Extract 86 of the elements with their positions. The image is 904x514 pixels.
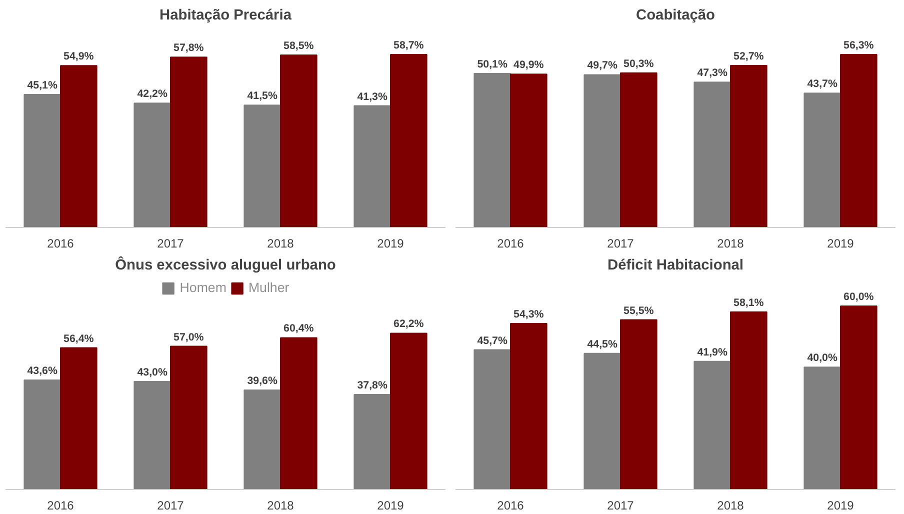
data-label: 54,3% (514, 308, 544, 320)
data-label: 58,5% (284, 40, 314, 52)
bar (620, 72, 658, 228)
bar (694, 360, 731, 490)
bar (730, 311, 768, 490)
x-tick-label: 2017 (157, 498, 184, 512)
x-tick-label: 2018 (717, 236, 744, 250)
x-tick-label: 2016 (47, 498, 74, 512)
x-tick-label: 2016 (497, 498, 524, 512)
data-label: 54,9% (64, 50, 94, 63)
bar (170, 56, 208, 228)
data-label: 45,1% (27, 80, 58, 92)
bar (280, 337, 318, 490)
data-label: 55,5% (624, 304, 654, 317)
data-label: 62,2% (394, 318, 424, 330)
data-label: 43,0% (137, 366, 168, 378)
x-tick-label: 2017 (607, 498, 634, 512)
bar (354, 105, 391, 228)
bar (510, 74, 548, 228)
data-label: 47,3% (697, 67, 728, 80)
x-tick-label: 2017 (157, 236, 184, 250)
x-tick-label: 2019 (377, 498, 404, 512)
x-tick-label: 2018 (717, 498, 744, 512)
bar (244, 389, 281, 490)
data-label: 60,0% (844, 291, 874, 304)
data-label: 50,3% (624, 58, 654, 70)
data-label: 39,6% (247, 374, 278, 387)
x-tick-label: 2018 (267, 236, 294, 250)
bar (24, 94, 61, 228)
x-tick-label: 2016 (497, 236, 524, 250)
bar (804, 366, 841, 490)
legend-label: Homem (180, 280, 226, 295)
data-label: 60,4% (284, 322, 314, 335)
x-tick-label: 2019 (827, 236, 854, 250)
chart-title: Ônus excessivo aluguel urbano (115, 256, 336, 274)
data-label: 37,8% (357, 380, 388, 392)
bar (584, 352, 621, 490)
data-label: 45,7% (477, 334, 508, 347)
data-label: 42,2% (137, 88, 168, 100)
data-label: 52,7% (734, 50, 764, 63)
bar (390, 54, 428, 228)
bar (840, 306, 878, 490)
chart-title: Habitação Precária (160, 8, 292, 24)
bar (804, 92, 841, 228)
data-label: 49,7% (587, 60, 618, 72)
chart-title: Coabitação (636, 8, 716, 24)
data-label: 41,9% (697, 346, 728, 358)
data-label: 56,3% (844, 39, 874, 52)
bar (24, 379, 61, 490)
legend-label: Mulher (248, 280, 290, 295)
data-label: 56,4% (64, 332, 94, 345)
data-label: 40,0% (807, 352, 838, 364)
bar (134, 102, 171, 228)
bar (134, 380, 171, 490)
bar (60, 347, 98, 490)
bar (840, 54, 878, 228)
bar (390, 332, 428, 490)
data-label: 58,1% (734, 296, 764, 309)
data-label: 57,0% (174, 331, 204, 344)
x-tick-label: 2016 (47, 236, 74, 250)
bar (474, 349, 511, 490)
x-tick-label: 2018 (267, 498, 294, 512)
bar (620, 319, 658, 490)
x-tick-label: 2019 (377, 236, 404, 250)
bar (354, 394, 391, 490)
data-label: 43,6% (27, 364, 58, 377)
data-label: 58,7% (394, 39, 424, 52)
bar (584, 74, 621, 228)
data-label: 41,3% (357, 90, 388, 103)
bar (280, 54, 318, 228)
data-label: 49,9% (514, 59, 544, 72)
data-label: 44,5% (587, 338, 618, 350)
data-label: 43,7% (807, 78, 838, 90)
bar (244, 104, 281, 228)
data-label: 50,1% (477, 58, 508, 71)
bar (694, 82, 731, 228)
x-tick-label: 2019 (827, 498, 854, 512)
bar (510, 322, 548, 490)
data-label: 57,8% (174, 42, 204, 54)
x-tick-label: 2017 (607, 236, 634, 250)
bar (730, 65, 768, 228)
chart-title: Déficit Habitacional (607, 258, 744, 274)
bar (170, 346, 208, 490)
bar (474, 73, 511, 228)
data-label: 41,5% (247, 90, 278, 102)
bar (60, 65, 98, 228)
